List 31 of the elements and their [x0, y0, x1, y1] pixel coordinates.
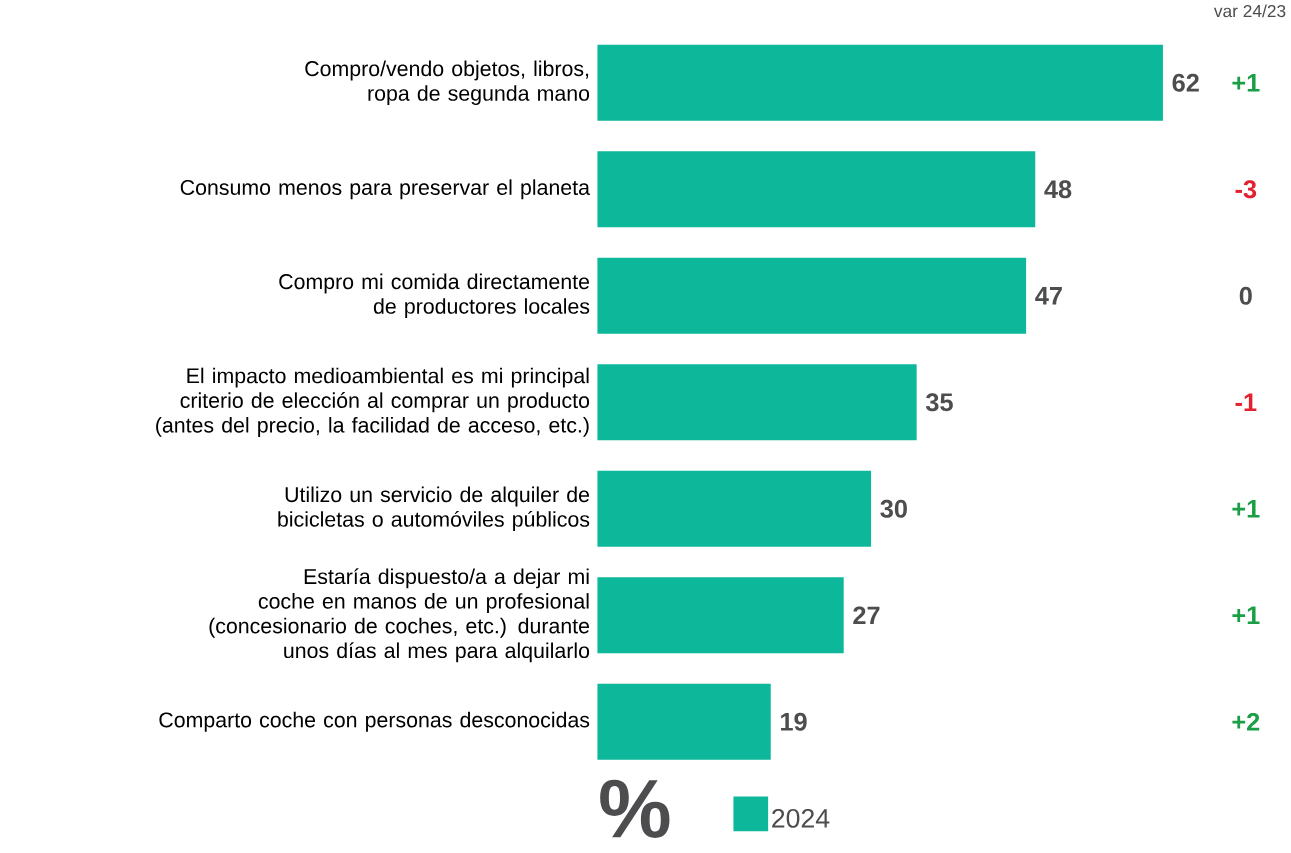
legend-label: 2024: [772, 808, 830, 828]
text: +1: [1232, 74, 1260, 92]
data-label: 48: [1044, 180, 1072, 199]
text: var 24/23: [1213, 4, 1286, 18]
y-tick-label: Compro mi comida directamente de productores locales: [279, 273, 590, 319]
text: 0: [1239, 286, 1252, 305]
y-tick-label: Consumo menos para preservar el planeta: [180, 179, 590, 200]
bar: [597, 151, 1036, 228]
data-label: 62: [1172, 73, 1199, 92]
data-label: 35: [925, 393, 953, 412]
text: +2: [1232, 712, 1260, 731]
bar: [597, 470, 872, 547]
bar: [597, 683, 771, 760]
data-label: 19: [781, 712, 807, 731]
bar: [597, 257, 1027, 334]
text: +1: [1232, 500, 1260, 518]
data-label: 30: [880, 499, 907, 518]
y-tick-label: Compro/vendo objetos, libros, ropa de segunda mano: [305, 60, 590, 106]
y-tick-label: Comparto coche con personas desconocidas: [159, 711, 590, 732]
text: +1: [1232, 606, 1260, 624]
bar: [597, 577, 844, 654]
text: -1: [1235, 393, 1257, 411]
data-label: 27: [853, 606, 880, 625]
bar: [597, 44, 1163, 121]
bar: [597, 364, 917, 441]
y-tick-label: El impacto medioambiental es mi principal criterio de elección al comprar un producto (antes del precio, la facilidad de acceso, etc.): [156, 367, 590, 437]
text: -3: [1235, 180, 1257, 199]
y-tick-label: Utilizo un servicio de alquiler de bicicletas o automóviles públicos: [278, 486, 590, 532]
x-axis-title: %: [600, 779, 670, 838]
y-tick-label: Estaría dispuesto/a a dejar mi coche en manos de un profesional (concesionario de coches, etc.) durante unos días al mes para alquilarlo: [209, 568, 590, 663]
data-label: 47: [1035, 287, 1062, 305]
